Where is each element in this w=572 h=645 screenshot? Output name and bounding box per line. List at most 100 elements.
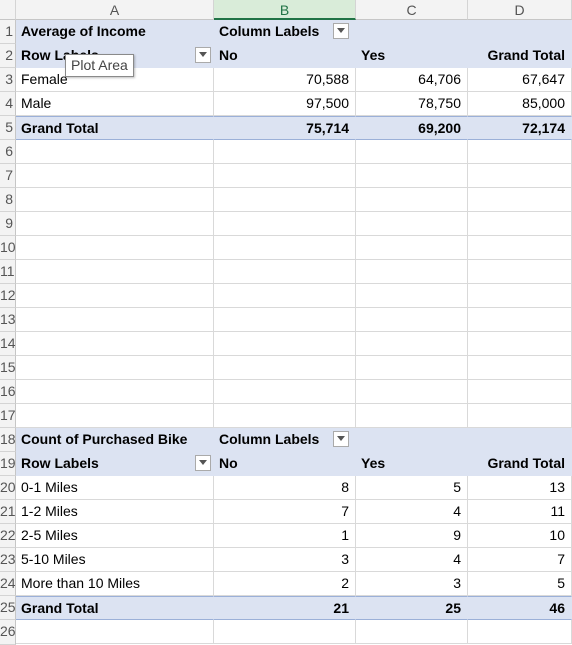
pivot2-row-filter-button[interactable] — [195, 455, 211, 471]
pivot1-title[interactable]: Average of Income — [16, 20, 214, 44]
pivot2-value-yes[interactable]: 5 — [356, 476, 468, 500]
pivot2-row-label[interactable]: More than 10 Miles — [16, 572, 214, 596]
row-header[interactable]: 21 — [0, 500, 16, 524]
pivot1-column-filter-button[interactable] — [333, 23, 349, 39]
row-header[interactable]: 25 — [0, 596, 16, 620]
pivot1-value-yes[interactable]: 64,706 — [356, 68, 468, 92]
empty-cell[interactable] — [468, 140, 572, 164]
empty-cell[interactable] — [214, 404, 356, 428]
empty-cell[interactable] — [214, 260, 356, 284]
row-header[interactable]: 7 — [0, 164, 16, 188]
empty-cell[interactable] — [214, 380, 356, 404]
pivot1-grand-total-total[interactable]: 72,174 — [468, 116, 572, 140]
pivot1-row-label[interactable]: Female — [16, 68, 214, 92]
empty-cell[interactable] — [16, 332, 214, 356]
column-header-c[interactable]: C — [356, 0, 468, 20]
pivot2-value-no[interactable]: 2 — [214, 572, 356, 596]
empty-cell[interactable] — [356, 332, 468, 356]
empty-cell[interactable] — [16, 212, 214, 236]
empty-cell[interactable] — [214, 236, 356, 260]
row-header[interactable]: 4 — [0, 92, 16, 116]
pivot1-column-labels-cell[interactable]: Column Labels — [214, 20, 356, 44]
pivot2-value-total[interactable]: 13 — [468, 476, 572, 500]
empty-cell[interactable] — [16, 260, 214, 284]
empty-cell[interactable] — [356, 140, 468, 164]
empty-cell[interactable] — [214, 164, 356, 188]
empty-cell[interactable] — [16, 236, 214, 260]
empty-cell[interactable] — [468, 284, 572, 308]
pivot1-header-grand-total[interactable]: Grand Total — [468, 44, 572, 68]
row-header[interactable]: 8 — [0, 188, 16, 212]
empty-cell[interactable] — [356, 260, 468, 284]
select-all-corner[interactable] — [0, 0, 16, 20]
empty-cell[interactable] — [356, 284, 468, 308]
pivot2-value-no[interactable]: 3 — [214, 548, 356, 572]
pivot2-value-total[interactable]: 11 — [468, 500, 572, 524]
pivot2-value-yes[interactable]: 4 — [356, 500, 468, 524]
pivot1-grand-total-yes[interactable]: 69,200 — [356, 116, 468, 140]
empty-cell[interactable] — [356, 620, 468, 644]
pivot1-grand-total-label[interactable]: Grand Total — [16, 116, 214, 140]
row-header[interactable]: 17 — [0, 404, 16, 428]
row-header[interactable]: 3 — [0, 68, 16, 92]
pivot1-row-label[interactable]: Male — [16, 92, 214, 116]
empty-cell[interactable] — [16, 308, 214, 332]
empty-cell[interactable] — [16, 140, 214, 164]
column-header-a[interactable]: A — [16, 0, 214, 20]
row-header[interactable]: 9 — [0, 212, 16, 236]
row-header[interactable]: 16 — [0, 380, 16, 404]
row-header[interactable]: 6 — [0, 140, 16, 164]
pivot2-value-total[interactable]: 5 — [468, 572, 572, 596]
row-header[interactable]: 2 — [0, 44, 16, 68]
pivot2-value-no[interactable]: 8 — [214, 476, 356, 500]
row-header[interactable]: 23 — [0, 548, 16, 572]
empty-cell[interactable] — [468, 332, 572, 356]
empty-cell[interactable] — [356, 164, 468, 188]
pivot1-value-no[interactable]: 70,588 — [214, 68, 356, 92]
empty-cell[interactable] — [468, 212, 572, 236]
empty-cell[interactable] — [214, 188, 356, 212]
empty-cell[interactable] — [468, 620, 572, 644]
pivot2-value-total[interactable]: 10 — [468, 524, 572, 548]
row-header[interactable]: 14 — [0, 332, 16, 356]
row-header[interactable]: 11 — [0, 260, 16, 284]
empty-cell[interactable] — [468, 404, 572, 428]
row-header[interactable]: 5 — [0, 116, 16, 140]
pivot2-row-label[interactable]: 1-2 Miles — [16, 500, 214, 524]
pivot2-title[interactable]: Count of Purchased Bike — [16, 428, 214, 452]
pivot1-header-no[interactable]: No — [214, 44, 356, 68]
pivot2-header-no[interactable]: No — [214, 452, 356, 476]
pivot2-grand-total-total[interactable]: 46 — [468, 596, 572, 620]
empty-cell[interactable] — [16, 380, 214, 404]
empty-cell[interactable] — [468, 380, 572, 404]
pivot2-row-labels-cell[interactable]: Row Labels — [16, 452, 214, 476]
empty-cell[interactable] — [16, 284, 214, 308]
pivot2-value-yes[interactable]: 3 — [356, 572, 468, 596]
empty-cell[interactable] — [468, 308, 572, 332]
pivot2-value-no[interactable]: 7 — [214, 500, 356, 524]
empty-cell[interactable] — [16, 356, 214, 380]
empty-cell[interactable] — [468, 236, 572, 260]
row-header[interactable]: 19 — [0, 452, 16, 476]
row-header[interactable]: 15 — [0, 356, 16, 380]
row-header[interactable]: 20 — [0, 476, 16, 500]
pivot2-column-labels-cell[interactable]: Column Labels — [214, 428, 356, 452]
empty-cell[interactable] — [214, 332, 356, 356]
row-header[interactable]: 26 — [0, 620, 16, 645]
empty-cell[interactable] — [214, 620, 356, 644]
empty-cell[interactable] — [468, 188, 572, 212]
pivot1-grand-total-no[interactable]: 75,714 — [214, 116, 356, 140]
pivot2-row-label[interactable]: 0-1 Miles — [16, 476, 214, 500]
pivot1-value-total[interactable]: 67,647 — [468, 68, 572, 92]
pivot2-row-label[interactable]: 5-10 Miles — [16, 548, 214, 572]
empty-cell[interactable] — [356, 308, 468, 332]
row-header[interactable]: 13 — [0, 308, 16, 332]
empty-cell[interactable] — [356, 212, 468, 236]
pivot1-value-yes[interactable]: 78,750 — [356, 92, 468, 116]
pivot2-value-total[interactable]: 7 — [468, 548, 572, 572]
empty-cell[interactable] — [356, 380, 468, 404]
pivot2-column-filter-button[interactable] — [333, 431, 349, 447]
pivot2-value-no[interactable]: 1 — [214, 524, 356, 548]
pivot1-value-no[interactable]: 97,500 — [214, 92, 356, 116]
empty-cell[interactable] — [214, 356, 356, 380]
